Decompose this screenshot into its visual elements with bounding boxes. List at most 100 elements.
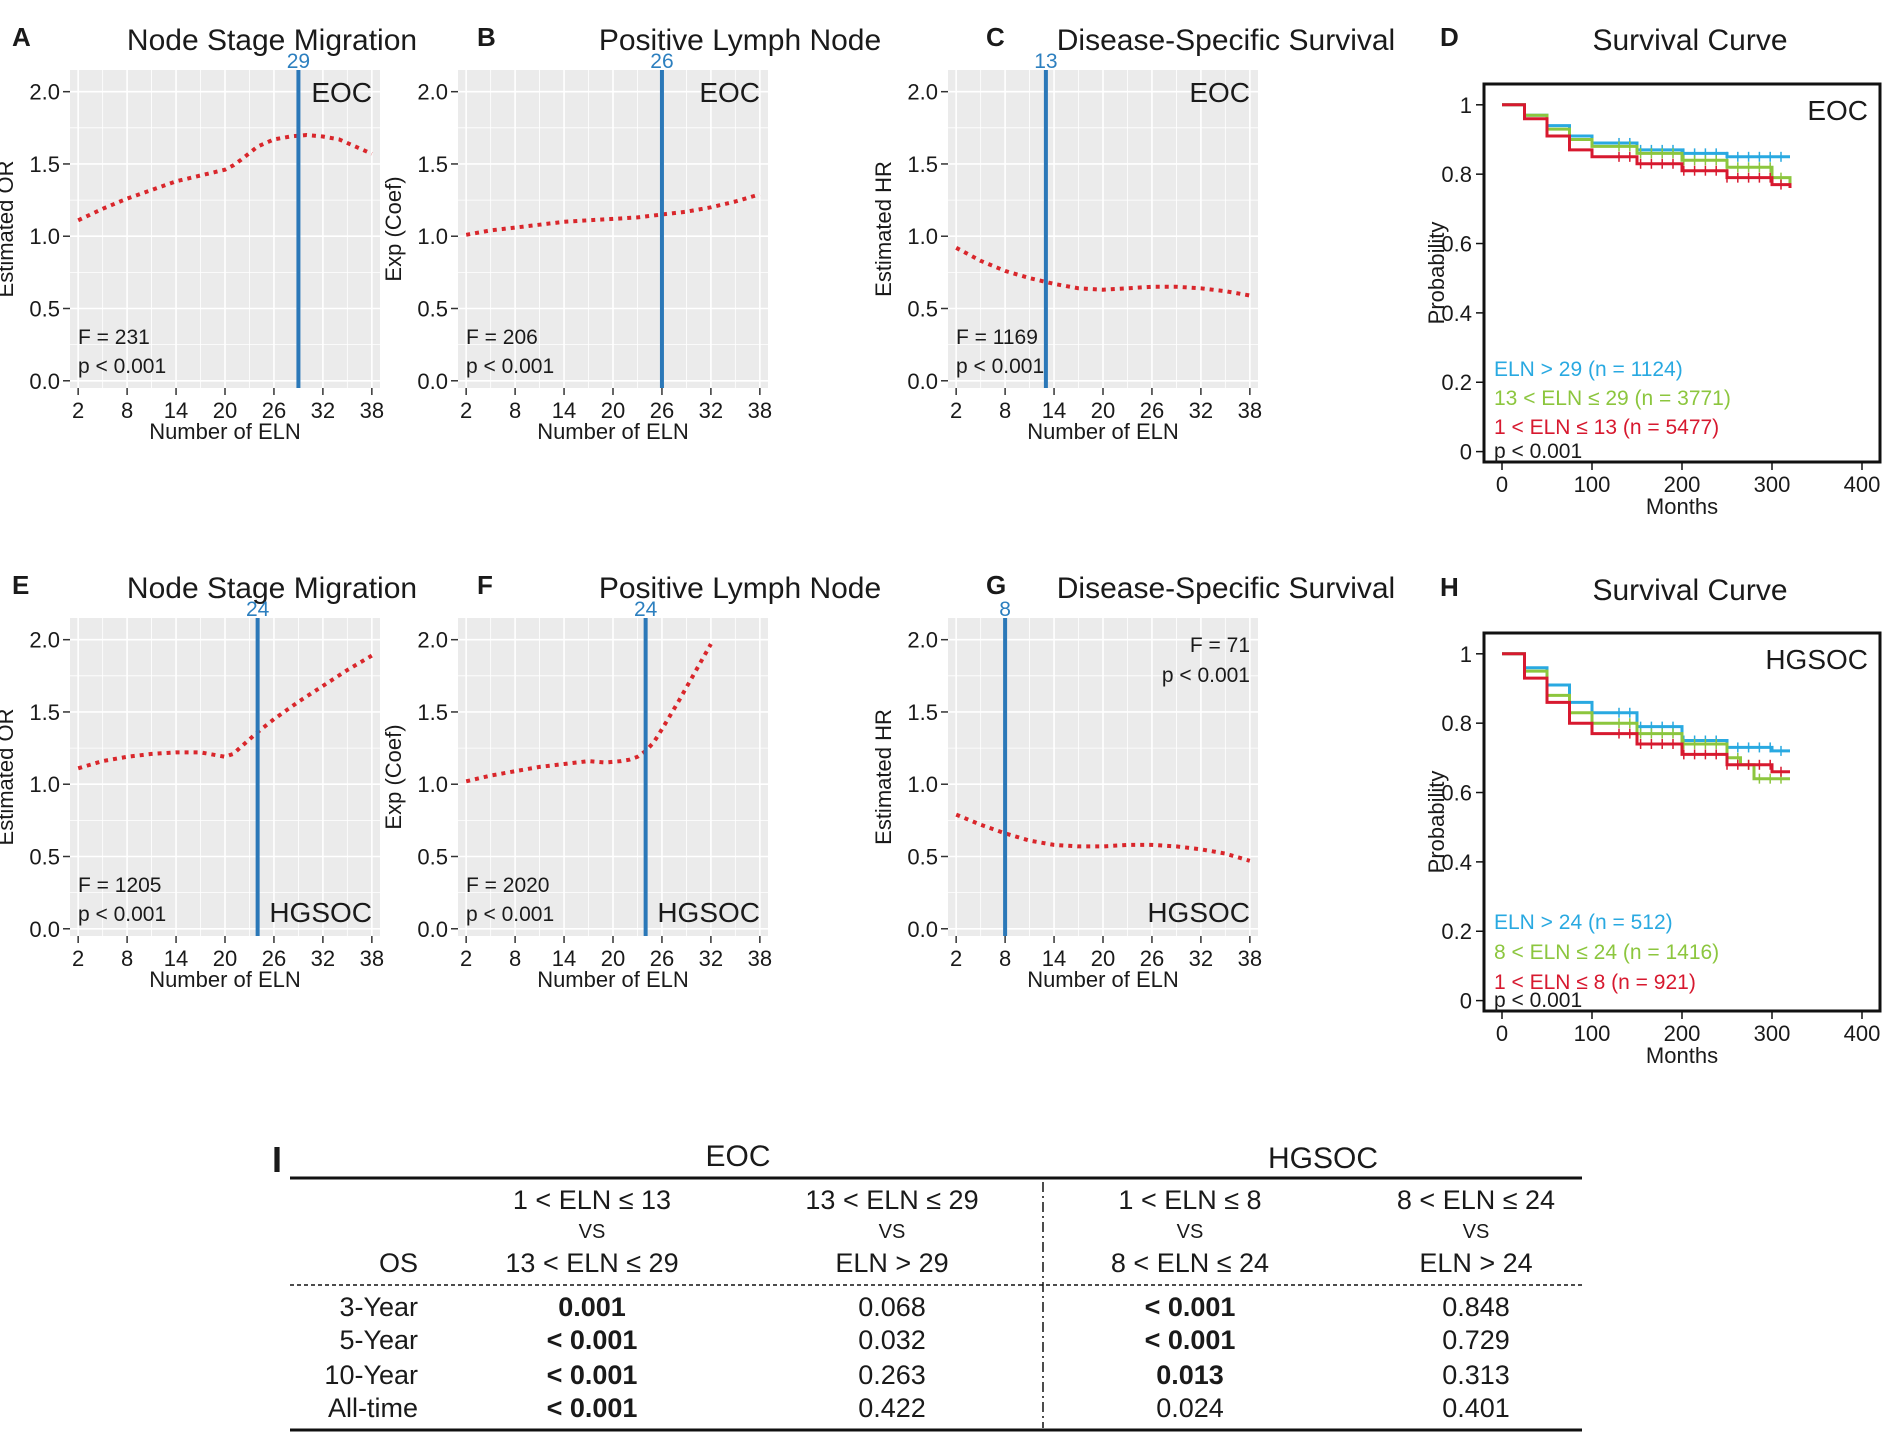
row-label: 3-Year bbox=[339, 1292, 418, 1322]
x-tick-label: 200 bbox=[1664, 472, 1701, 497]
row-header-os: OS bbox=[379, 1248, 418, 1278]
fitted-curve bbox=[465, 643, 713, 784]
y-tick-label: 1.5 bbox=[29, 152, 60, 177]
panel-i-table: I EOC HGSOC 1 < ELN ≤ 13 VS 13 < ELN ≤ 29 13 <… bbox=[272, 1139, 1582, 1432]
stat-p: p < 0.001 bbox=[78, 355, 166, 378]
x-tick-label: 8 bbox=[999, 946, 1011, 971]
column-header-top: 13 < ELN ≤ 29 bbox=[805, 1185, 978, 1215]
column-header-vs: VS bbox=[579, 1221, 606, 1243]
stat-p: p < 0.001 bbox=[466, 355, 554, 378]
cutoff-label: 13 bbox=[1034, 50, 1057, 73]
y-tick-label: 0.5 bbox=[907, 845, 938, 870]
col-group-hgsoc: HGSOC bbox=[1268, 1142, 1378, 1175]
legend-entry-2: 8 < ELN ≤ 24 (n = 1416) bbox=[1494, 941, 1719, 964]
fitted-curve bbox=[955, 246, 1251, 298]
panel-title: Disease-Specific Survival bbox=[1057, 572, 1395, 605]
column-header-bottom: ELN > 24 bbox=[1419, 1248, 1532, 1278]
x-tick-label: 38 bbox=[748, 398, 772, 423]
x-axis-label: Number of ELN bbox=[537, 967, 689, 992]
x-tick-label: 32 bbox=[699, 398, 723, 423]
stat-f: F = 1169 bbox=[956, 326, 1038, 349]
x-tick-label: 32 bbox=[699, 946, 723, 971]
stat-f: F = 71 bbox=[1190, 634, 1250, 657]
x-tick-label: 300 bbox=[1754, 472, 1791, 497]
y-tick-label: 1.0 bbox=[29, 224, 60, 249]
x-axis-label: Number of ELN bbox=[149, 967, 301, 992]
panel-letter-c: C bbox=[986, 22, 1005, 52]
table-cell: < 0.001 bbox=[1145, 1292, 1236, 1322]
y-tick-label: 1.5 bbox=[907, 152, 938, 177]
table-cell: < 0.001 bbox=[1145, 1325, 1236, 1355]
y-axis-label: Exp (Coef) bbox=[381, 724, 406, 829]
x-tick-label: 20 bbox=[213, 398, 237, 423]
cohort-label: EOC bbox=[1807, 95, 1868, 126]
x-axis-label: Number of ELN bbox=[149, 419, 301, 444]
y-tick-label: 0.5 bbox=[29, 845, 60, 870]
y-tick-label: 0.8 bbox=[1441, 162, 1472, 187]
x-axis-label: Months bbox=[1646, 494, 1718, 519]
stat-p: p < 0.001 bbox=[78, 903, 166, 926]
y-tick-label: 0.0 bbox=[417, 369, 448, 394]
y-tick-label: 0.0 bbox=[29, 917, 60, 942]
y-tick-label: 1.0 bbox=[417, 224, 448, 249]
x-tick-label: 400 bbox=[1844, 472, 1881, 497]
cutoff-label: 29 bbox=[287, 50, 310, 73]
x-tick-label: 20 bbox=[213, 946, 237, 971]
y-axis-label: Estimated HR bbox=[871, 709, 896, 845]
x-tick-label: 14 bbox=[552, 946, 576, 971]
column-header-top: 8 < ELN ≤ 24 bbox=[1397, 1185, 1555, 1215]
panel-title: Survival Curve bbox=[1592, 24, 1787, 57]
x-tick-label: 38 bbox=[1238, 398, 1262, 423]
row-label: 10-Year bbox=[324, 1360, 418, 1390]
fitted-curve bbox=[77, 133, 373, 223]
col-group-eoc: EOC bbox=[705, 1140, 770, 1173]
stat-f: F = 2020 bbox=[466, 874, 549, 897]
x-tick-label: 2 bbox=[950, 398, 962, 423]
y-tick-label: 1 bbox=[1460, 93, 1472, 118]
x-tick-label: 32 bbox=[1189, 946, 1213, 971]
x-tick-label: 26 bbox=[650, 946, 674, 971]
x-tick-label: 2 bbox=[460, 946, 472, 971]
y-tick-label: 1.5 bbox=[29, 700, 60, 725]
table-cell: 0.313 bbox=[1442, 1360, 1510, 1390]
x-axis-label: Number of ELN bbox=[537, 419, 689, 444]
x-tick-label: 8 bbox=[121, 398, 133, 423]
y-tick-label: 2.0 bbox=[29, 628, 60, 653]
panel-letter-b: B bbox=[477, 22, 496, 52]
y-tick-label: 0.4 bbox=[1441, 850, 1472, 875]
y-tick-label: 0.6 bbox=[1441, 781, 1472, 806]
column-header-vs: VS bbox=[879, 1221, 906, 1243]
x-tick-label: 2 bbox=[950, 946, 962, 971]
y-tick-label: 2.0 bbox=[907, 80, 938, 105]
legend-entry-1: ELN > 24 (n = 512) bbox=[1494, 911, 1673, 934]
cohort-label: HGSOC bbox=[269, 897, 372, 928]
y-tick-label: 1.5 bbox=[907, 700, 938, 725]
x-tick-label: 20 bbox=[1091, 946, 1115, 971]
panel-d: D Survival Curve 0 100 200 300 400 0 0.2 0.4 0.6 0.… bbox=[1424, 22, 1882, 519]
cohort-label: HGSOC bbox=[1765, 644, 1868, 675]
cohort-label: EOC bbox=[699, 77, 760, 108]
y-tick-label: 2.0 bbox=[29, 80, 60, 105]
panel-letter-g: G bbox=[986, 570, 1006, 600]
legend-entry-2: 13 < ELN ≤ 29 (n = 3771) bbox=[1494, 387, 1731, 410]
y-tick-label: 0.2 bbox=[1441, 370, 1472, 395]
panel-title: Node Stage Migration bbox=[127, 572, 417, 605]
y-tick-label: 0.0 bbox=[907, 369, 938, 394]
x-tick-label: 26 bbox=[262, 398, 286, 423]
x-tick-label: 8 bbox=[509, 398, 521, 423]
y-tick-label: 0 bbox=[1460, 989, 1472, 1014]
x-tick-label: 200 bbox=[1664, 1021, 1701, 1046]
row-label: 5-Year bbox=[339, 1325, 418, 1355]
y-tick-label: 0.0 bbox=[907, 917, 938, 942]
y-tick-label: 1.5 bbox=[417, 152, 448, 177]
panel-g: G Disease-Specific Survival 2 8 14 20 26 32 38 0.… bbox=[871, 570, 1395, 992]
column-header-bottom: 8 < ELN ≤ 24 bbox=[1111, 1248, 1269, 1278]
panel-c: C Disease-Specific Survival 2 8 14 20 26 32 38 0.… bbox=[871, 22, 1395, 444]
x-tick-label: 100 bbox=[1574, 472, 1611, 497]
x-tick-label: 8 bbox=[121, 946, 133, 971]
x-tick-label: 400 bbox=[1844, 1021, 1881, 1046]
panel-letter-d: D bbox=[1440, 22, 1459, 52]
x-axis-label: Months bbox=[1646, 1043, 1718, 1068]
x-tick-label: 0 bbox=[1496, 1021, 1508, 1046]
